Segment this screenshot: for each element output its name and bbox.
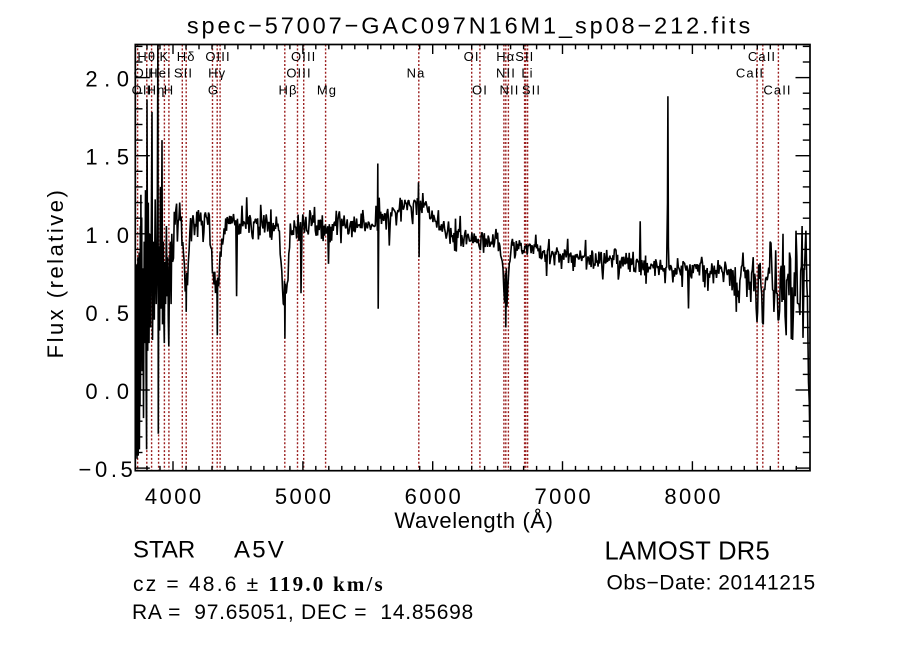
svg-text:CaII: CaII [748, 49, 776, 64]
svg-text:OIII: OIII [205, 49, 230, 64]
svg-text:Hβ: Hβ [278, 82, 297, 97]
svg-text:1.0: 1.0 [85, 223, 135, 248]
svg-text:0.5: 0.5 [85, 301, 135, 326]
svg-text:OI: OI [464, 49, 480, 64]
svg-text:Hη: Hη [147, 82, 166, 97]
svg-text:Hθ: Hθ [137, 49, 156, 64]
svg-text:7000: 7000 [535, 484, 594, 509]
svg-text:0.0: 0.0 [85, 379, 135, 404]
svg-text:Wavelength (Å): Wavelength (Å) [394, 508, 553, 533]
svg-text:4000: 4000 [145, 484, 204, 509]
svg-text:NII: NII [500, 82, 520, 97]
svg-text:SII: SII [522, 82, 541, 97]
svg-text:8000: 8000 [664, 484, 723, 509]
svg-text:OIII: OIII [286, 66, 311, 81]
svg-text:5000: 5000 [275, 484, 334, 509]
svg-text:−0.5: −0.5 [79, 457, 137, 482]
svg-text:Flux (relative): Flux (relative) [43, 188, 68, 359]
svg-text:Mg: Mg [317, 82, 337, 97]
svg-text:A5V: A5V [234, 537, 286, 564]
svg-text:OII: OII [134, 66, 155, 81]
svg-text:Hδ: Hδ [177, 49, 196, 64]
svg-text:H: H [164, 82, 175, 97]
svg-text:cz = 48.6 ± 119.0 km/s: cz = 48.6 ± 119.0 km/s [133, 572, 385, 596]
svg-text:STAR: STAR [133, 537, 195, 564]
svg-text:CaII: CaII [763, 82, 791, 97]
svg-text:CaII: CaII [736, 66, 764, 81]
svg-text:1.5: 1.5 [85, 145, 135, 170]
svg-text:OII: OII [132, 82, 153, 97]
svg-text:RA = 97.65051, DEC = 14.8569: RA = 97.65051, DEC = 14.85698 [132, 601, 474, 624]
svg-text:Hα: Hα [496, 49, 515, 64]
svg-text:LAMOST DR5: LAMOST DR5 [605, 538, 771, 566]
svg-text:2.0: 2.0 [85, 67, 135, 92]
svg-text:Obs−Date: 20141215: Obs−Date: 20141215 [607, 572, 816, 595]
svg-text:6000: 6000 [405, 484, 464, 509]
svg-text:SII: SII [515, 49, 534, 64]
svg-text:Hγ: Hγ [208, 66, 226, 81]
svg-text:K: K [160, 49, 170, 64]
svg-text:Li: Li [521, 66, 533, 81]
svg-text:G: G [208, 82, 219, 97]
svg-text:Na: Na [407, 66, 426, 81]
svg-text:spec−57007−GAC097N16M1_sp08−21: spec−57007−GAC097N16M1_sp08−212.fits [187, 13, 753, 39]
svg-text:SII: SII [174, 66, 193, 81]
svg-text:OIII: OIII [291, 49, 316, 64]
svg-text:NII: NII [496, 66, 516, 81]
svg-text:OI: OI [472, 82, 488, 97]
svg-text:HeI: HeI [148, 66, 172, 81]
